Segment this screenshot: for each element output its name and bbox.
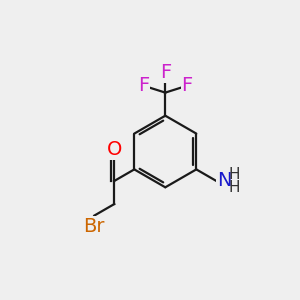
Text: Br: Br — [83, 218, 105, 236]
Text: H: H — [228, 167, 240, 182]
Text: H: H — [228, 180, 240, 195]
Text: F: F — [138, 76, 149, 95]
Text: N: N — [217, 172, 232, 190]
Text: F: F — [182, 76, 193, 95]
Text: F: F — [160, 64, 171, 83]
Text: O: O — [106, 140, 122, 159]
